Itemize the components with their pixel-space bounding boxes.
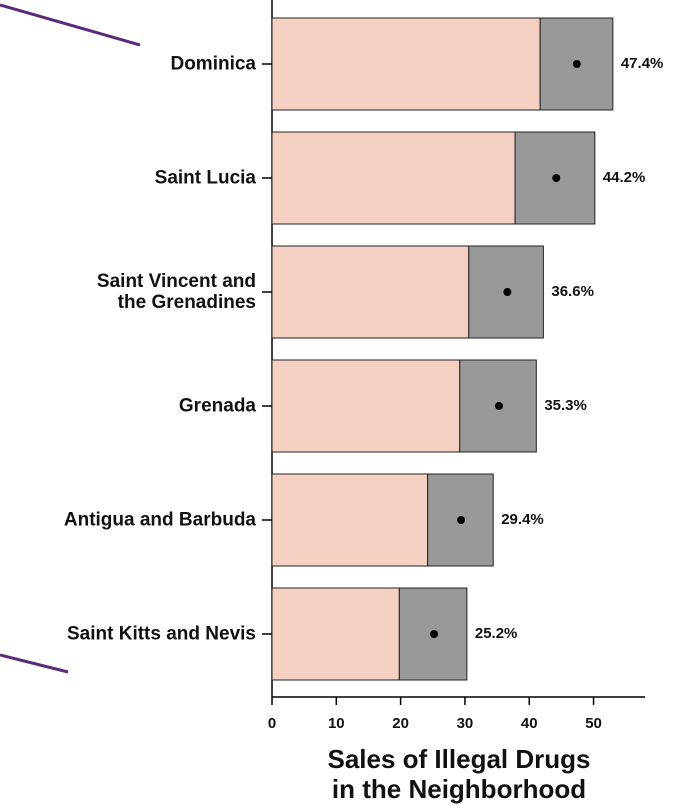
value-label: 36.6% <box>551 283 594 300</box>
estimate-dot <box>457 516 466 524</box>
x-tick-label: 20 <box>392 715 409 732</box>
y-tick-label: Saint Vincent and the Grenadines <box>96 271 256 313</box>
y-tick-label: Saint Kitts and Nevis <box>67 623 256 645</box>
x-axis-title: Sales of Illegal Drugs in the Neighborho… <box>327 744 591 804</box>
x-tick-label: 10 <box>328 715 345 732</box>
y-tick-label: Antigua and Barbuda <box>63 509 256 531</box>
decor-line <box>0 3 141 47</box>
estimate-dot <box>495 402 504 410</box>
bar <box>271 587 400 681</box>
y-tick-label: Saint Lucia <box>154 167 256 189</box>
bar <box>271 473 429 567</box>
decor-line <box>0 653 69 674</box>
bar <box>271 359 461 453</box>
value-label: 35.3% <box>544 397 587 414</box>
estimate-dot <box>430 630 439 638</box>
estimate-dot <box>552 174 561 182</box>
bar <box>271 17 541 111</box>
x-tick-label: 30 <box>457 715 474 732</box>
x-tick-label: 0 <box>268 715 276 732</box>
y-tick-label: Grenada <box>178 395 256 417</box>
bar <box>271 245 470 339</box>
value-label: 47.4% <box>621 55 664 72</box>
bar <box>271 131 516 225</box>
value-label: 44.2% <box>603 169 646 186</box>
x-tick-label: 40 <box>521 715 538 732</box>
x-tick-label: 50 <box>585 715 602 732</box>
value-label: 29.4% <box>501 511 544 528</box>
value-label: 25.2% <box>475 625 518 642</box>
estimate-dot <box>572 60 581 68</box>
y-tick-label: Dominica <box>170 53 256 75</box>
estimate-dot <box>503 288 512 296</box>
